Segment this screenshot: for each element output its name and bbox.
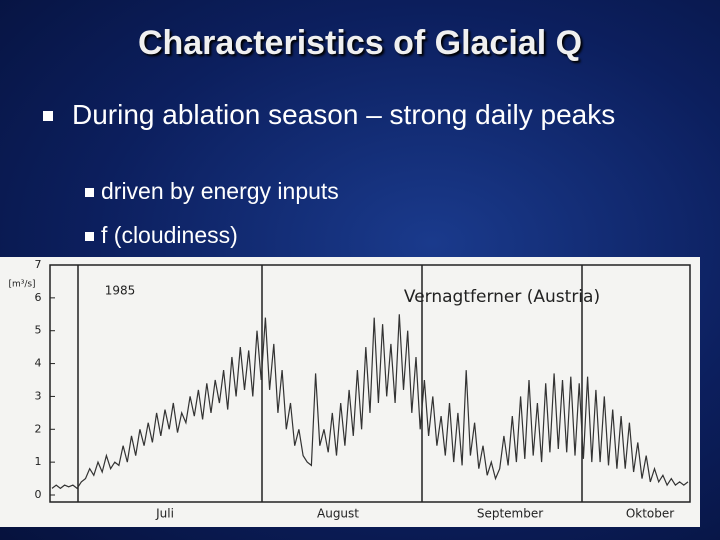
annotation: 1985 bbox=[105, 284, 136, 298]
discharge-line bbox=[51, 314, 689, 490]
y-tick-label: 3 bbox=[35, 389, 42, 402]
y-tick-label: 5 bbox=[35, 324, 42, 337]
y-tick-label: 6 bbox=[35, 291, 42, 304]
bullet-marker bbox=[43, 111, 53, 121]
slide-title: Characteristics of Glacial Q bbox=[137, 24, 583, 62]
x-month-label: September bbox=[477, 507, 543, 521]
sub-bullet: driven by energy inputs bbox=[101, 178, 339, 204]
x-month-label: Oktober bbox=[626, 507, 674, 521]
y-axis-label: [m³/s] bbox=[8, 280, 35, 290]
plot-frame bbox=[49, 264, 691, 503]
y-tick-label: 1 bbox=[35, 455, 42, 468]
chart-background bbox=[0, 257, 700, 527]
y-tick-label: 4 bbox=[35, 357, 42, 370]
x-month-label: Juli bbox=[155, 507, 174, 521]
x-month-label: August bbox=[317, 507, 359, 521]
y-tick-label: 0 bbox=[35, 488, 42, 501]
sub-bullet: f (cloudiness) bbox=[101, 222, 238, 248]
y-tick-label: 2 bbox=[35, 422, 42, 435]
bullet: During ablation season – strong daily pe… bbox=[72, 99, 616, 130]
bullet-marker bbox=[85, 232, 94, 241]
annotation: Vernagtferner (Austria) bbox=[404, 287, 600, 307]
bullet-marker bbox=[85, 188, 94, 197]
y-tick-label: 7 bbox=[35, 258, 42, 271]
annotation-box bbox=[428, 269, 578, 325]
chart: [m³/s] 1985 Vernagtferner (Austria) 0 1 2 3… bbox=[0, 257, 700, 527]
